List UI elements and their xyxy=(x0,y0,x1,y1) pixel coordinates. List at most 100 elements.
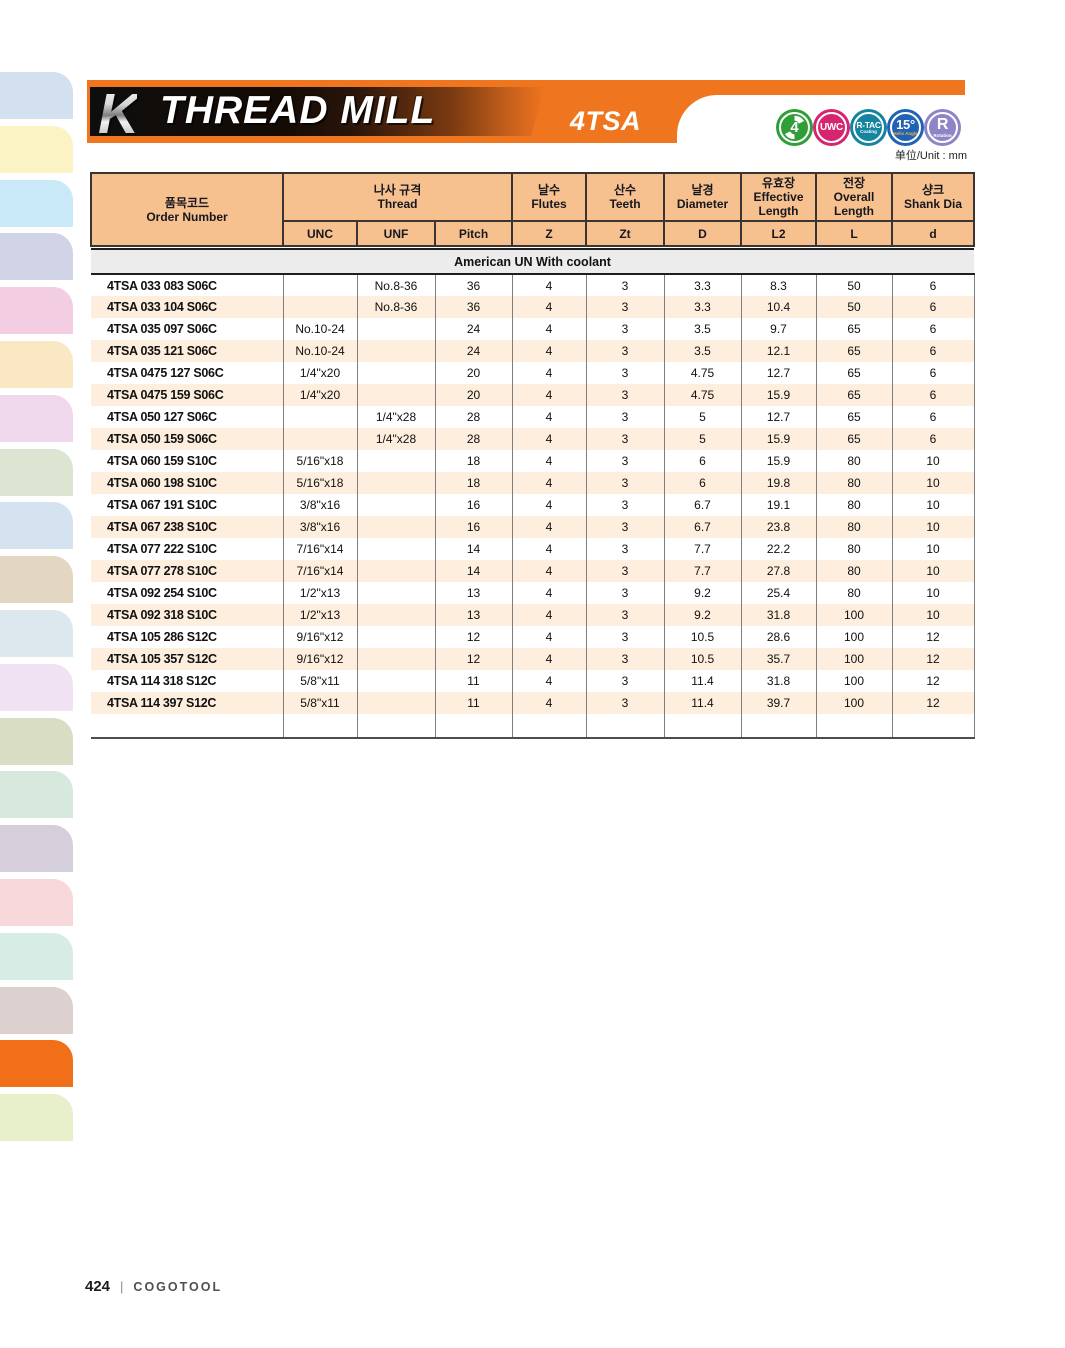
value-cell: 5 xyxy=(664,428,742,451)
value-cell: 25.4 xyxy=(741,582,817,605)
table-row: 4TSA 060 198 S10C 5/16"x18 18 4 3 6 19.8 80 10 xyxy=(91,472,975,495)
value-cell: 7.7 xyxy=(664,560,742,583)
value-cell: 65 xyxy=(816,340,893,363)
value-cell: 100 xyxy=(816,604,893,627)
subcol-l: L xyxy=(815,220,893,248)
value-cell: 10 xyxy=(892,472,975,495)
value-cell: 100 xyxy=(816,670,893,693)
value-cell: 1/4"x28 xyxy=(357,406,436,429)
page-edge-tab xyxy=(0,448,73,496)
value-cell: 80 xyxy=(816,450,893,473)
value-cell: 15.9 xyxy=(741,428,817,451)
value-cell: 22.2 xyxy=(741,538,817,561)
value-cell: 10.5 xyxy=(664,626,742,649)
value-cell: No.10-24 xyxy=(283,318,358,341)
value-cell xyxy=(357,472,436,495)
value-cell: 28 xyxy=(435,406,513,429)
value-cell: 15.9 xyxy=(741,450,817,473)
value-cell: 80 xyxy=(816,472,893,495)
value-cell: 4 xyxy=(512,472,587,495)
value-cell: 5 xyxy=(664,406,742,429)
order-number-cell: 4TSA 060 159 S10C xyxy=(91,450,284,473)
table-row: 4TSA 0475 127 S06C 1/4"x20 20 4 3 4.75 12.7 65 6 xyxy=(91,362,975,385)
order-number-cell: 4TSA 077 222 S10C xyxy=(91,538,284,561)
empty-cell xyxy=(357,714,436,740)
value-cell: 12.1 xyxy=(741,340,817,363)
value-cell: 4 xyxy=(512,538,587,561)
value-cell: 12.7 xyxy=(741,362,817,385)
order-number-cell: 4TSA 105 286 S12C xyxy=(91,626,284,649)
value-cell: 4 xyxy=(512,648,587,671)
four-flutes-icon: 4 xyxy=(779,112,810,143)
uwc-icon: UWC xyxy=(816,112,847,143)
value-cell: 65 xyxy=(816,428,893,451)
banner-cutout: 4 UWC R-TAC Coating 15° Helix Angle R Rotation xyxy=(677,95,965,143)
value-cell: 11 xyxy=(435,670,513,693)
value-cell: 4.75 xyxy=(664,384,742,407)
value-cell: 65 xyxy=(816,362,893,385)
table-row: 4TSA 092 318 S10C 1/2"x13 13 4 3 9.2 31.8 100 10 xyxy=(91,604,975,627)
value-cell: 4 xyxy=(512,626,587,649)
value-cell: 12 xyxy=(435,626,513,649)
unit-label: 单位/Unit : mm xyxy=(894,150,967,162)
value-cell xyxy=(357,692,436,715)
value-cell: 3 xyxy=(586,384,665,407)
page-edge-tab xyxy=(0,663,73,711)
spec-table-body: 4TSA 033 083 S06C No.8-36 36 4 3 3.3 8.3 50 6 4TS… xyxy=(91,274,975,740)
value-cell: 3 xyxy=(586,406,665,429)
col-shank-dia: 샹크 Shank Dia xyxy=(891,171,975,223)
value-cell: 11 xyxy=(435,692,513,715)
page-edge-tab xyxy=(0,932,73,980)
value-cell: 65 xyxy=(816,318,893,341)
value-cell: 9/16"x12 xyxy=(283,648,358,671)
value-cell: 4 xyxy=(512,274,587,297)
value-cell: 9.2 xyxy=(664,604,742,627)
table-row: 4TSA 050 127 S06C 1/4"x28 28 4 3 5 12.7 65 6 xyxy=(91,406,975,429)
order-number-cell: 4TSA 114 318 S12C xyxy=(91,670,284,693)
value-cell: 10 xyxy=(892,450,975,473)
page-edge-tab xyxy=(0,879,73,926)
col-teeth: 산수 Teeth xyxy=(585,171,665,223)
value-cell: 11.4 xyxy=(664,670,742,693)
order-number-cell: 4TSA 033 083 S06C xyxy=(91,274,284,297)
value-cell: 3 xyxy=(586,340,665,363)
value-cell: 80 xyxy=(816,494,893,517)
page-edge-tab xyxy=(0,1094,73,1142)
empty-row xyxy=(91,714,975,740)
subcol-z: Z xyxy=(511,220,587,248)
subcol-pitch: Pitch xyxy=(434,220,513,248)
col-overall-length: 전장 Overall Length xyxy=(815,171,893,223)
page-edge-tab xyxy=(0,125,73,173)
value-cell: 6 xyxy=(892,406,975,429)
page-footer: 424 | COGOTOOL xyxy=(85,1278,222,1295)
empty-cell xyxy=(586,714,665,740)
empty-cell xyxy=(741,714,817,740)
value-cell: 35.7 xyxy=(741,648,817,671)
value-cell: 15.9 xyxy=(741,384,817,407)
section-row: American UN With coolant xyxy=(91,248,974,276)
value-cell: 3 xyxy=(586,274,665,297)
value-cell: 12 xyxy=(892,692,975,715)
value-cell: 6 xyxy=(892,274,975,297)
table-row: 4TSA 105 357 S12C 9/16"x12 12 4 3 10.5 35.7 100… xyxy=(91,648,975,671)
table-row: 4TSA 033 104 S06C No.8-36 36 4 3 3.3 10.4 50 6 xyxy=(91,296,975,319)
value-cell: No.8-36 xyxy=(357,296,436,319)
value-cell: 3 xyxy=(586,450,665,473)
value-cell: 12.7 xyxy=(741,406,817,429)
value-cell: 36 xyxy=(435,274,513,297)
table-row: 4TSA 114 397 S12C 5/8"x11 11 4 3 11.4 39.7 100 1… xyxy=(91,692,975,715)
k-brand-logo: K xyxy=(98,82,139,146)
value-cell: 3 xyxy=(586,604,665,627)
value-cell: 3.3 xyxy=(664,274,742,297)
value-cell: 5/8"x11 xyxy=(283,670,358,693)
helix-angle-15-icon: 15° Helix Angle xyxy=(890,112,921,143)
value-cell: 20 xyxy=(435,384,513,407)
table-row: 4TSA 067 191 S10C 3/8"x16 16 4 3 6.7 19.1 80 10 xyxy=(91,494,975,517)
value-cell: 6 xyxy=(892,362,975,385)
order-number-cell: 4TSA 067 238 S10C xyxy=(91,516,284,539)
value-cell: 6 xyxy=(664,450,742,473)
empty-cell xyxy=(435,714,513,740)
value-cell: 4 xyxy=(512,362,587,385)
value-cell: 3 xyxy=(586,494,665,517)
subcol-d: D xyxy=(663,220,742,248)
